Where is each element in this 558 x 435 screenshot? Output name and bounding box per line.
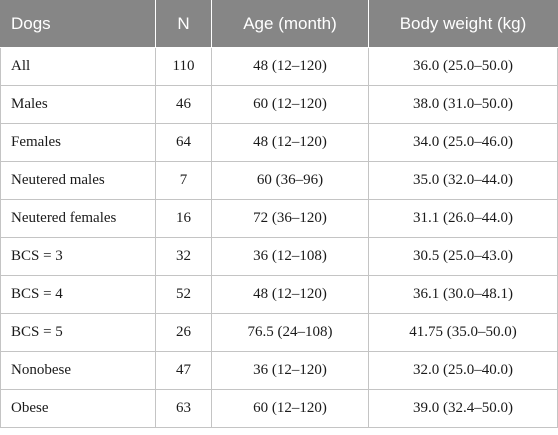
cell-dogs: Females (0, 123, 156, 162)
table-row: Males 46 60 (12–120) 38.0 (31.0–50.0) (0, 85, 558, 124)
cell-age: 48 (12–120) (211, 123, 369, 162)
header-row: Dogs N Age (month) Body weight (kg) (0, 0, 558, 48)
cell-age: 36 (12–108) (211, 237, 369, 276)
table-row: BCS = 4 52 48 (12–120) 36.1 (30.0–48.1) (0, 275, 558, 314)
cell-body-weight: 39.0 (32.4–50.0) (368, 389, 558, 428)
cell-n: 63 (155, 389, 212, 428)
cell-dogs: Males (0, 85, 156, 124)
cell-n: 7 (155, 161, 212, 200)
cell-dogs: Neutered males (0, 161, 156, 200)
cell-body-weight: 38.0 (31.0–50.0) (368, 85, 558, 124)
header-n: N (155, 0, 212, 48)
cell-body-weight: 34.0 (25.0–46.0) (368, 123, 558, 162)
table-row: All 110 48 (12–120) 36.0 (25.0–50.0) (0, 47, 558, 86)
table-row: BCS = 3 32 36 (12–108) 30.5 (25.0–43.0) (0, 237, 558, 276)
cell-body-weight: 30.5 (25.0–43.0) (368, 237, 558, 276)
cell-n: 16 (155, 199, 212, 238)
table-header: Dogs N Age (month) Body weight (kg) (0, 0, 558, 48)
cell-n: 52 (155, 275, 212, 314)
cell-body-weight: 32.0 (25.0–40.0) (368, 351, 558, 390)
cell-age: 60 (12–120) (211, 85, 369, 124)
table-body: All 110 48 (12–120) 36.0 (25.0–50.0) Mal… (0, 47, 558, 428)
cell-age: 60 (36–96) (211, 161, 369, 200)
header-dogs: Dogs (0, 0, 156, 48)
cell-age: 36 (12–120) (211, 351, 369, 390)
cell-body-weight: 41.75 (35.0–50.0) (368, 313, 558, 352)
cell-n: 47 (155, 351, 212, 390)
cell-n: 26 (155, 313, 212, 352)
cell-dogs: BCS = 4 (0, 275, 156, 314)
table-row: Obese 63 60 (12–120) 39.0 (32.4–50.0) (0, 389, 558, 428)
table-row: Neutered females 16 72 (36–120) 31.1 (26… (0, 199, 558, 238)
cell-age: 48 (12–120) (211, 47, 369, 86)
table-row: BCS = 5 26 76.5 (24–108) 41.75 (35.0–50.… (0, 313, 558, 352)
cell-body-weight: 36.0 (25.0–50.0) (368, 47, 558, 86)
cell-n: 32 (155, 237, 212, 276)
cell-n: 46 (155, 85, 212, 124)
cell-dogs: Nonobese (0, 351, 156, 390)
cell-body-weight: 31.1 (26.0–44.0) (368, 199, 558, 238)
cell-dogs: BCS = 3 (0, 237, 156, 276)
table-row: Females 64 48 (12–120) 34.0 (25.0–46.0) (0, 123, 558, 162)
cell-age: 48 (12–120) (211, 275, 369, 314)
cell-age: 76.5 (24–108) (211, 313, 369, 352)
cell-age: 60 (12–120) (211, 389, 369, 428)
cell-dogs: Neutered females (0, 199, 156, 238)
table-row: Nonobese 47 36 (12–120) 32.0 (25.0–40.0) (0, 351, 558, 390)
cell-dogs: BCS = 5 (0, 313, 156, 352)
header-body-weight: Body weight (kg) (368, 0, 558, 48)
cell-dogs: All (0, 47, 156, 86)
header-age: Age (month) (211, 0, 369, 48)
table-row: Neutered males 7 60 (36–96) 35.0 (32.0–4… (0, 161, 558, 200)
cell-n: 64 (155, 123, 212, 162)
cell-dogs: Obese (0, 389, 156, 428)
cell-body-weight: 36.1 (30.0–48.1) (368, 275, 558, 314)
cell-age: 72 (36–120) (211, 199, 369, 238)
cell-n: 110 (155, 47, 212, 86)
cell-body-weight: 35.0 (32.0–44.0) (368, 161, 558, 200)
